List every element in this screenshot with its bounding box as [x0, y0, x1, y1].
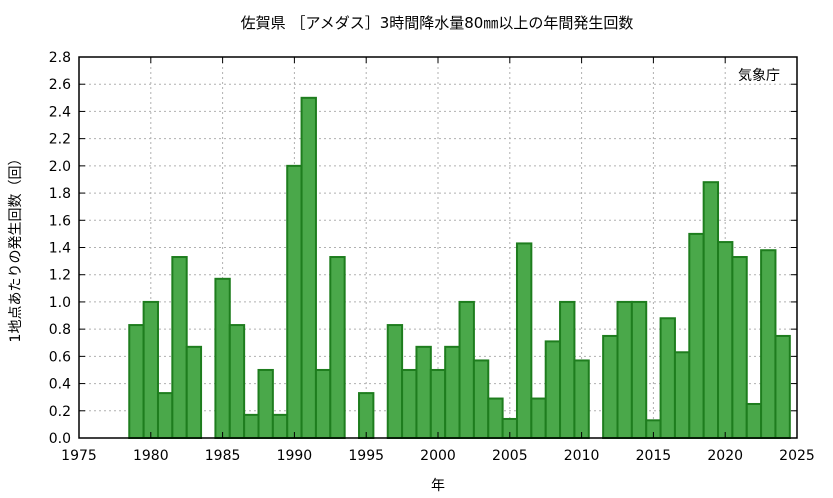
bar-1999 [415, 345, 432, 440]
bar-1993 [329, 256, 346, 439]
bar-1997 [386, 324, 404, 439]
bar-1986 [228, 324, 246, 439]
bar-1992 [314, 368, 332, 440]
y-tick-label: 0.0 [49, 431, 71, 447]
bar-2024 [774, 334, 791, 440]
y-tick-label: 1.2 [49, 268, 71, 284]
bar-2003 [472, 359, 490, 440]
y-tick-label: 2.0 [49, 159, 71, 175]
bar-2016 [659, 317, 676, 439]
x-tick-label: 2020 [707, 448, 743, 464]
y-tick-label: 0.2 [49, 404, 71, 420]
bar-2022 [745, 402, 763, 440]
y-tick-label: 2.2 [49, 132, 71, 148]
bar-1990 [286, 164, 303, 439]
y-tick-label: 0.6 [49, 349, 71, 365]
y-tick-label: 1.8 [49, 186, 71, 202]
bars [128, 96, 791, 440]
y-axis-label: 1地点あたりの発生回数（回） [8, 152, 24, 343]
y-tick-label: 0.8 [49, 322, 71, 338]
bar-2012 [602, 334, 619, 440]
bar-2008 [544, 340, 562, 439]
x-tick-label: 1980 [133, 448, 169, 464]
bar-1995 [358, 392, 375, 440]
x-tick-label: 2025 [779, 448, 815, 464]
bar-2013 [616, 300, 633, 439]
bar-2023 [760, 249, 777, 439]
bar-1989 [271, 413, 289, 440]
y-axis-ticks: 0.0 0.2 0.4 0.6 0.8 1.0 1.2 1.4 1.6 1.8 2.0 2.2 2.4 2… [49, 50, 797, 447]
bar-1981 [156, 392, 174, 440]
bar-2002 [458, 300, 475, 439]
source-annotation: 気象庁 [738, 68, 780, 84]
bar-1987 [243, 413, 260, 440]
bar-2020 [717, 241, 734, 439]
bar-1985 [214, 277, 231, 439]
chart-title: 佐賀県 ［アメダス］3時間降水量80㎜以上の年間発生回数 [241, 14, 634, 32]
x-axis-ticks: 1975 1980 1985 1990 1995 2000 2005 2010 2015 2020… [61, 57, 815, 464]
bar-2019 [702, 181, 720, 439]
x-tick-label: 2000 [420, 448, 456, 464]
y-tick-label: 1.0 [49, 295, 71, 311]
bar-2010 [573, 359, 590, 440]
x-axis-label: 年 [431, 478, 445, 494]
bar-2001 [444, 345, 461, 440]
y-tick-label: 1.6 [49, 213, 71, 229]
bar-2014 [630, 300, 648, 439]
y-tick-label: 2.6 [49, 77, 71, 93]
bar-1982 [171, 256, 188, 439]
bar-2009 [559, 300, 576, 439]
x-tick-label: 1985 [205, 448, 241, 464]
bar-2004 [487, 397, 504, 439]
x-tick-label: 2010 [564, 448, 600, 464]
bar-1998 [401, 368, 418, 440]
bar-2017 [673, 351, 691, 439]
x-tick-label: 1995 [348, 448, 384, 464]
x-tick-label: 1975 [61, 448, 97, 464]
bar-2006 [515, 242, 533, 439]
bar-1979 [128, 324, 145, 439]
bar-1983 [185, 345, 203, 440]
x-tick-label: 2005 [492, 448, 528, 464]
bar-2021 [731, 256, 748, 439]
y-tick-label: 1.4 [49, 241, 71, 257]
y-tick-label: 0.4 [49, 377, 71, 393]
bar-2007 [530, 397, 547, 439]
bar-2000 [429, 368, 447, 440]
x-tick-label: 2015 [636, 448, 672, 464]
x-tick-label: 1990 [277, 448, 313, 464]
bar-1988 [257, 368, 274, 440]
bar-1991 [300, 96, 317, 439]
y-tick-label: 2.4 [49, 104, 71, 120]
bar-1980 [142, 300, 159, 439]
y-tick-label: 2.8 [49, 50, 71, 66]
bar-2018 [688, 232, 705, 439]
